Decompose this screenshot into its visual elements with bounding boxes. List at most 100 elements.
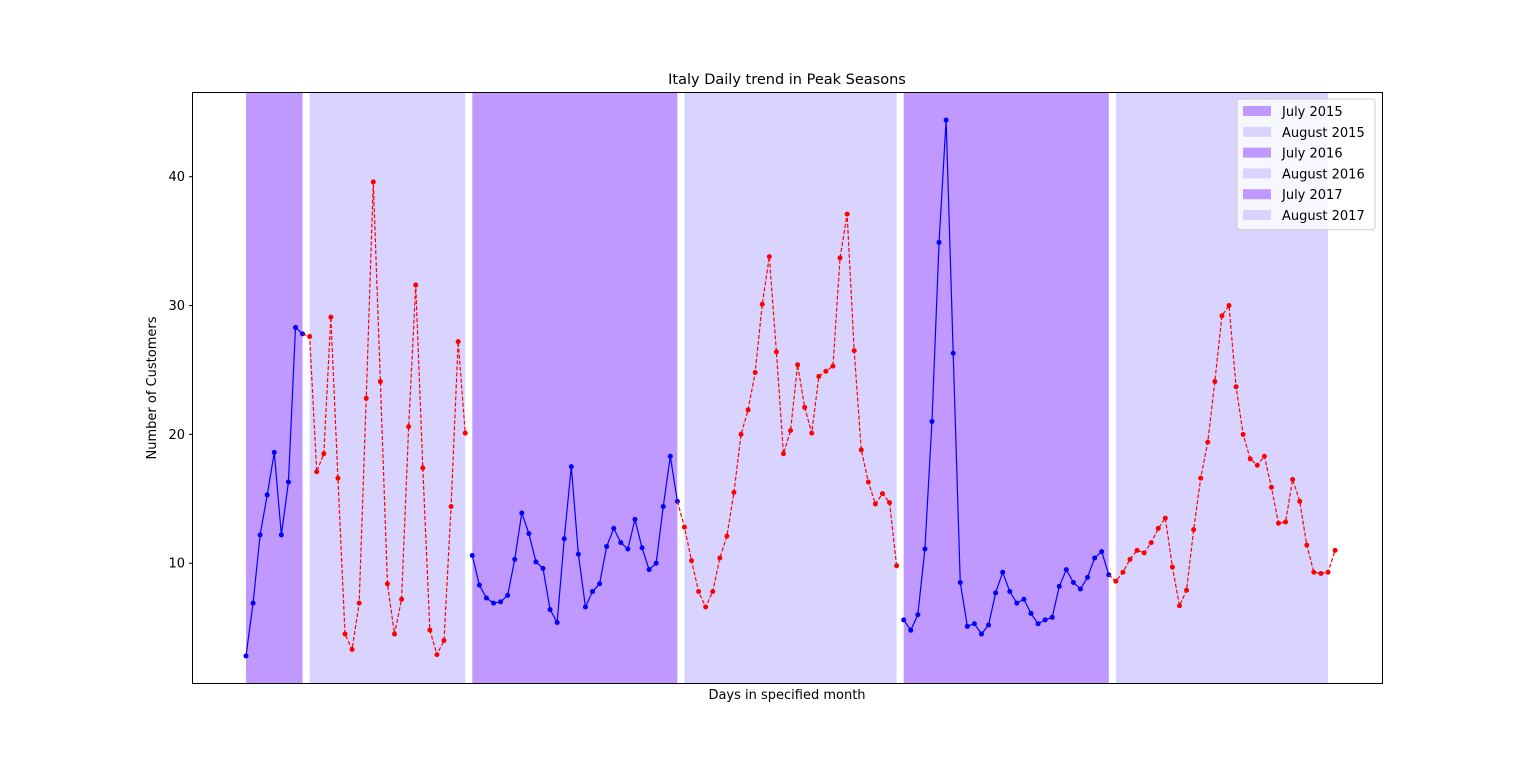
data-point (887, 500, 893, 506)
band-3 (684, 93, 897, 683)
data-point (1233, 384, 1239, 390)
data-point (293, 324, 299, 330)
data-point (243, 653, 249, 659)
y-axis-label: Number of Customers (145, 316, 160, 459)
data-point (590, 589, 596, 595)
legend-frame (1236, 98, 1376, 231)
data-point (278, 532, 284, 538)
data-point (1134, 547, 1140, 553)
data-point (922, 546, 928, 552)
data-point (717, 555, 723, 561)
data-point (1304, 542, 1310, 548)
data-point (802, 404, 808, 410)
data-point (611, 525, 617, 531)
data-point (929, 418, 935, 424)
series-4 (901, 117, 1112, 637)
data-point (943, 117, 949, 123)
band-2 (472, 93, 678, 683)
y-tick-label: 20 (168, 428, 185, 443)
data-point (455, 339, 461, 345)
data-point (1021, 596, 1027, 602)
legend-label: July 2016 (1281, 147, 1343, 162)
data-point (894, 563, 900, 569)
data-point (1332, 547, 1338, 553)
data-point (1247, 456, 1253, 462)
data-point (413, 282, 419, 288)
data-point (307, 333, 313, 339)
data-point (738, 431, 744, 437)
data-point (1297, 498, 1303, 504)
data-point (434, 652, 440, 658)
data-point (689, 558, 695, 564)
data-point (1085, 574, 1091, 580)
data-point (1325, 569, 1331, 575)
data-point (420, 465, 426, 471)
legend-label: August 2015 (1282, 126, 1365, 141)
data-point (908, 627, 914, 633)
band-1 (309, 93, 466, 683)
x-axis-label: Days in specified month (708, 688, 865, 703)
data-point (1169, 564, 1175, 570)
data-point (1113, 578, 1119, 584)
data-point (1205, 439, 1211, 445)
data-point (1120, 569, 1126, 575)
data-point (483, 595, 489, 601)
data-point (1155, 525, 1161, 531)
data-point (660, 504, 666, 510)
band-4 (903, 93, 1109, 683)
data-point (816, 373, 822, 379)
data-point (519, 510, 525, 516)
series-2 (469, 453, 680, 625)
data-point (314, 469, 320, 475)
data-point (1318, 571, 1324, 577)
data-point (1184, 587, 1190, 593)
y-axis-ticks: 10 20 30 40 (168, 170, 193, 572)
data-point (681, 524, 687, 530)
data-point (271, 449, 277, 455)
data-point (1056, 583, 1062, 589)
series-layer (243, 117, 1338, 659)
data-point (830, 363, 836, 369)
legend-swatch (1243, 147, 1271, 158)
data-point (879, 491, 885, 497)
data-point (1148, 540, 1154, 546)
data-point (986, 622, 992, 628)
data-point (823, 368, 829, 374)
data-point (448, 504, 454, 510)
chart-title: Italy Daily trend in Peak Seasons (668, 72, 906, 88)
data-point (321, 451, 327, 457)
data-point (568, 464, 574, 470)
legend-label: July 2015 (1281, 105, 1343, 120)
data-point (865, 479, 871, 485)
data-point (993, 590, 999, 596)
data-point (795, 362, 801, 368)
y-tick-label: 40 (168, 170, 185, 185)
data-point (1212, 379, 1218, 385)
data-point (632, 516, 638, 522)
data-point (505, 592, 511, 598)
data-point (1198, 475, 1204, 481)
data-point (618, 540, 624, 546)
legend-swatch (1243, 168, 1271, 179)
data-point (1240, 431, 1246, 437)
data-point (1042, 617, 1048, 623)
data-point (363, 395, 369, 401)
data-point (1176, 603, 1182, 609)
data-point (491, 600, 497, 606)
legend-label: August 2017 (1282, 209, 1365, 224)
data-point (901, 617, 907, 623)
data-point (250, 600, 256, 606)
data-point (533, 559, 539, 565)
data-point (780, 451, 786, 457)
data-point (1000, 569, 1006, 575)
data-point (809, 430, 815, 436)
series-0 (243, 324, 306, 659)
data-point (1070, 580, 1076, 586)
data-point (1099, 549, 1105, 555)
data-point (257, 532, 263, 538)
data-point (1283, 519, 1289, 525)
data-point (406, 424, 412, 430)
data-point (724, 533, 730, 539)
data-point (498, 599, 504, 605)
data-point (667, 453, 673, 459)
